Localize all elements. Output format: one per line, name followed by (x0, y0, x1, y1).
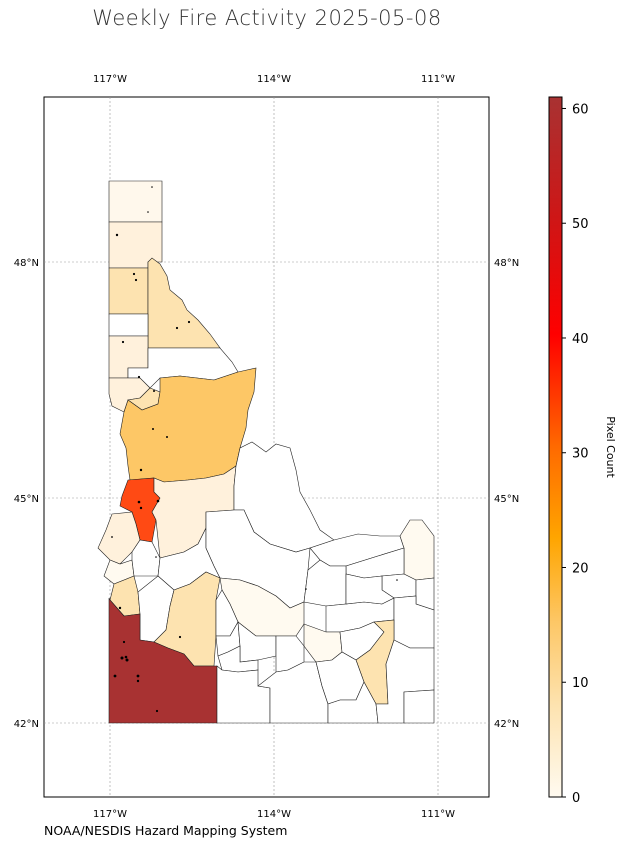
fire-point (147, 211, 149, 213)
fire-point (166, 436, 168, 438)
lat-label-right-45n: 45°N (494, 494, 519, 505)
lon-label-top-111w: 111°W (421, 74, 455, 85)
fire-point (175, 326, 179, 330)
fire-point (152, 428, 154, 430)
colorbar-tick-label: 40 (572, 332, 589, 347)
fire-point (139, 468, 143, 472)
fire-point (137, 375, 141, 379)
fire-point (124, 655, 128, 659)
colorbar-tick-label: 30 (572, 447, 589, 462)
fire-point (153, 390, 155, 392)
lon-label-bottom-114w: 114°W (257, 809, 291, 820)
fire-point (115, 233, 119, 237)
fire-point (137, 500, 141, 504)
county-kootenai[interactable] (108, 267, 149, 315)
colorbar (548, 96, 563, 798)
fire-point (134, 278, 138, 282)
county-bear-lake-south[interactable] (403, 689, 435, 724)
data-credit: NOAA/NESDIS Hazard Mapping System (44, 823, 288, 838)
fire-point (121, 340, 125, 344)
county-layer (97, 180, 435, 724)
fire-point (118, 606, 122, 610)
county-fremont[interactable] (399, 519, 435, 581)
fire-point (136, 674, 140, 678)
county-washington[interactable] (97, 511, 141, 565)
colorbar-label: Pixel Count (604, 416, 617, 478)
colorbar-tick-label: 60 (572, 102, 589, 117)
fire-point (187, 320, 191, 324)
lat-label-left-42n: 42°N (14, 719, 39, 730)
colorbar-tick-label: 0 (572, 791, 580, 806)
fire-point (122, 640, 126, 644)
fire-point (155, 709, 159, 713)
lat-label-left-48n: 48°N (14, 258, 39, 269)
fire-point (155, 556, 157, 558)
fire-point (125, 658, 129, 662)
county-boundary[interactable] (108, 180, 163, 223)
lat-label-right-42n: 42°N (494, 719, 519, 730)
fire-detections (111, 186, 398, 713)
fire-point (120, 656, 124, 660)
fire-point (156, 499, 160, 503)
fire-point (132, 272, 136, 276)
lon-label-bottom-117w: 117°W (93, 809, 127, 820)
fire-point (139, 506, 143, 510)
lat-label-right-48n: 48°N (494, 258, 519, 269)
fire-point (178, 635, 182, 639)
lon-label-top-114w: 114°W (257, 74, 291, 85)
colorbar-ticks: 0 10 20 30 40 50 60 (562, 102, 589, 806)
county-franklin[interactable] (327, 681, 379, 724)
lon-label-top-117w: 117°W (93, 74, 127, 85)
county-benewah[interactable] (108, 313, 149, 337)
colorbar-tick-label: 20 (572, 561, 589, 576)
lat-label-left-45n: 45°N (14, 494, 39, 505)
fire-point (111, 536, 113, 538)
fire-point (396, 579, 398, 581)
colorbar-tick-label: 10 (572, 676, 589, 691)
map-title: Weekly Fire Activity 2025-05-08 (92, 6, 442, 30)
fire-point (151, 186, 153, 188)
colorbar-tick-label: 50 (572, 217, 589, 232)
lon-label-bottom-111w: 111°W (421, 809, 455, 820)
fire-point (113, 674, 117, 678)
fire-point (305, 588, 307, 590)
fire-point (136, 679, 140, 683)
